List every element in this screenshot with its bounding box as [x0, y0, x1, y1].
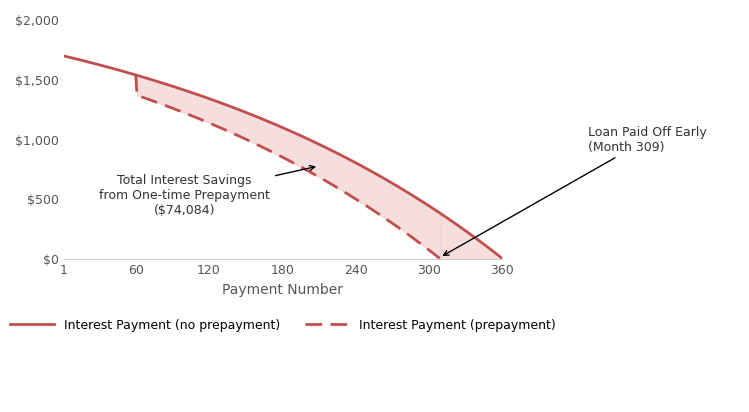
Text: Loan Paid Off Early
(Month 309): Loan Paid Off Early (Month 309)	[443, 126, 706, 255]
Text: Total Interest Savings
from One-time Prepayment
($74,084): Total Interest Savings from One-time Pre…	[99, 166, 315, 218]
X-axis label: Payment Number: Payment Number	[222, 283, 343, 297]
Legend: Interest Payment (no prepayment), Interest Payment (prepayment): Interest Payment (no prepayment), Intere…	[5, 314, 561, 337]
